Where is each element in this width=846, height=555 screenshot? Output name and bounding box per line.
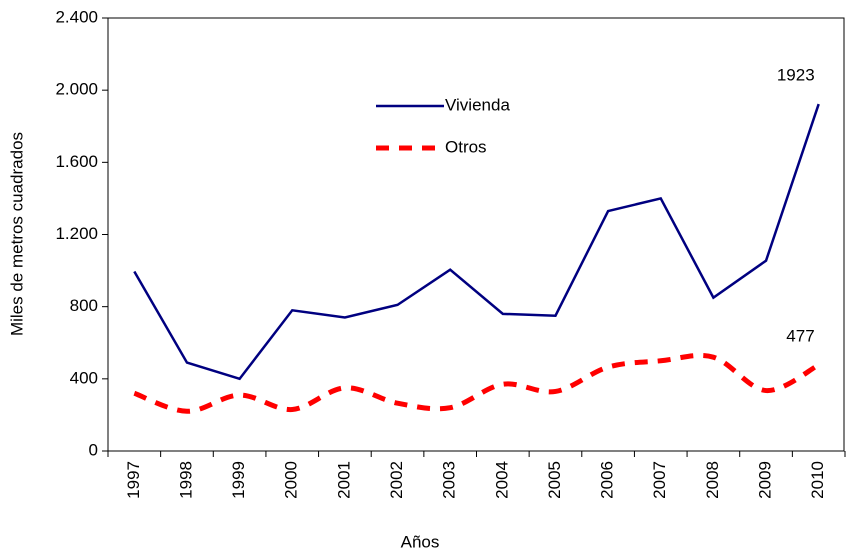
- y-tick-label: 2.000: [55, 80, 98, 99]
- x-tick-label: 1997: [124, 461, 143, 499]
- data-label: 1923: [777, 66, 815, 85]
- y-axis-title: Miles de metros cuadrados: [7, 132, 26, 336]
- x-tick-label: 2007: [650, 461, 669, 499]
- x-tick-label: 1999: [229, 461, 248, 499]
- y-tick-label: 0: [89, 440, 98, 459]
- series-line: [133, 103, 820, 381]
- y-tick-label: 1.200: [55, 224, 98, 243]
- x-tick-label: 2002: [387, 461, 406, 499]
- x-axis-title: Años: [401, 532, 440, 551]
- x-tick-label: 2006: [598, 461, 617, 499]
- x-tick-label: 2004: [492, 461, 511, 499]
- x-tick-label: 2008: [703, 461, 722, 499]
- y-tick-label: 2.400: [55, 7, 98, 26]
- legend-label: Otros: [445, 137, 487, 156]
- x-tick-label: 2003: [440, 461, 459, 499]
- y-tick-label: 400: [70, 368, 98, 387]
- x-tick-label: 2000: [282, 461, 301, 499]
- legend-label: Vivienda: [445, 95, 510, 114]
- y-tick-label: 1.600: [55, 152, 98, 171]
- plot-frame: [107, 17, 845, 452]
- data-label: 477: [786, 326, 814, 345]
- x-tick-label: 1998: [176, 461, 195, 499]
- x-tick-label: 2001: [334, 461, 353, 499]
- x-tick-label: 2009: [756, 461, 775, 499]
- x-tick-label: 2010: [808, 461, 827, 499]
- y-tick-label: 800: [70, 296, 98, 315]
- x-tick-label: 2005: [545, 461, 564, 499]
- series-line: [133, 352, 820, 414]
